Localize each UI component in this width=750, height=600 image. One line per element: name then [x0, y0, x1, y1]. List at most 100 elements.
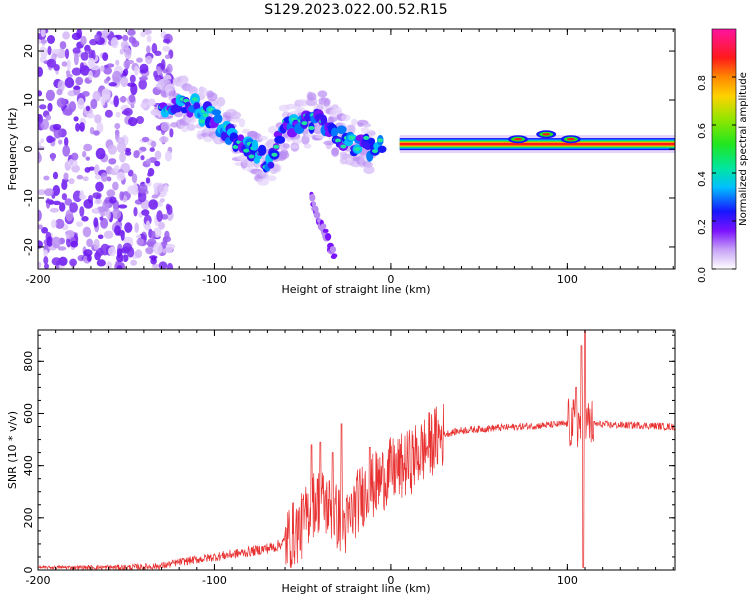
spectral-blob	[153, 242, 163, 255]
spectral-blob	[81, 216, 89, 222]
spectral-blob	[158, 221, 165, 230]
spectral-blob	[47, 102, 53, 112]
spectral-blob	[116, 265, 123, 269]
spectral-blob	[131, 173, 138, 183]
spectral-blob	[141, 209, 150, 216]
x-tick-label: -200	[26, 574, 51, 587]
ridge-blob	[273, 144, 280, 149]
spectral-blob	[56, 97, 67, 108]
ridge-blob	[251, 139, 259, 151]
band-bump	[514, 138, 522, 141]
spectral-blob	[62, 31, 70, 40]
spectral-blob	[108, 82, 117, 87]
spectral-blob	[93, 198, 103, 205]
ridge-blob	[267, 161, 275, 169]
ridge-blob	[237, 134, 245, 142]
spectral-blob	[88, 70, 93, 81]
spectral-blob	[137, 183, 148, 194]
spectral-blob	[73, 116, 79, 122]
spectral-blob	[303, 143, 312, 149]
x-tick-label: 100	[557, 273, 578, 286]
spectral-blob	[151, 256, 157, 262]
spectral-blob	[86, 113, 96, 119]
spectral-blob	[164, 150, 172, 162]
spectral-blob	[87, 254, 92, 262]
spectral-blob	[94, 34, 100, 42]
spectral-blob	[145, 158, 152, 165]
spectral-blob	[366, 131, 376, 136]
spectral-blob	[104, 230, 114, 239]
ridge-blob	[193, 102, 201, 110]
spectral-blob	[52, 171, 59, 180]
spectral-blob	[84, 44, 91, 53]
spectral-blob	[38, 141, 42, 147]
spectral-blob	[165, 243, 174, 254]
spectral-blob	[107, 246, 117, 257]
spectral-blob	[40, 39, 47, 44]
spectral-blob	[116, 141, 127, 153]
branch-blob	[322, 228, 329, 233]
spectral-blob	[140, 102, 148, 109]
spectral-blob	[96, 259, 106, 267]
ridge-blob	[349, 135, 356, 140]
spectral-blob	[86, 238, 93, 248]
spectral-blob	[131, 40, 140, 48]
spectral-blob	[151, 43, 158, 54]
spectral-blob	[38, 114, 44, 124]
spectral-blob	[65, 70, 71, 76]
spectral-blob	[62, 108, 73, 116]
spectral-blob	[38, 152, 42, 164]
spectral-blob	[161, 214, 169, 220]
spectral-blob	[121, 110, 130, 115]
colorbar-tick-label: 0.2	[697, 219, 708, 235]
spectral-blob	[133, 206, 138, 217]
spectral-blob	[97, 234, 104, 240]
spectral-blob	[100, 65, 105, 72]
spectral-blob	[266, 175, 277, 182]
spectral-blob	[95, 147, 106, 160]
spectral-blob	[83, 199, 94, 209]
spectral-blob	[207, 92, 218, 102]
y-tick-label: -20	[22, 238, 35, 256]
spectral-blob	[38, 66, 43, 77]
spectral-blob	[103, 67, 112, 75]
figure-title: S129.2023.022.00.52.R15	[264, 2, 447, 18]
spectral-blob	[93, 238, 100, 251]
y-tick-label: 10	[22, 93, 35, 107]
spectral-blob	[69, 258, 77, 267]
spectral-blob	[119, 152, 126, 163]
spectral-blob	[58, 139, 63, 145]
spectral-blob	[139, 63, 149, 74]
spectral-blob	[59, 41, 67, 50]
spectral-blob	[136, 57, 143, 63]
spectral-blob	[154, 150, 162, 160]
spectral-blob	[169, 128, 174, 138]
ridge-blob	[213, 113, 223, 124]
spectral-blob	[154, 160, 161, 167]
spectral-blob	[85, 156, 91, 161]
y-tick-label: 600	[22, 403, 35, 424]
ridge-blob	[330, 127, 338, 138]
x-tick-label: -100	[202, 574, 227, 587]
branch-blob	[309, 193, 316, 202]
spectral-blob	[164, 54, 171, 60]
y-tick-label: 800	[22, 351, 35, 372]
spectral-blob	[360, 127, 369, 133]
spectral-blob	[43, 256, 49, 265]
spectral-blob	[79, 190, 85, 200]
y-tick-label: 400	[22, 455, 35, 476]
spectral-blob	[162, 45, 171, 52]
spectral-blob	[112, 70, 122, 83]
spectral-blob	[145, 247, 154, 255]
spectrogram-y-axis-label: Frequency (Hz)	[6, 108, 19, 191]
ridge-blob	[181, 107, 188, 114]
ridge-blob	[274, 135, 286, 144]
y-tick-label: 20	[22, 44, 35, 58]
colorbar-ticks: 0.0 0.2 0.4 0.6 0.8	[697, 75, 736, 283]
snr-y-ticks: 0 200 400 600 800	[22, 334, 675, 574]
spectral-blob	[73, 53, 79, 66]
spectral-blob	[70, 240, 79, 248]
spectral-blob	[75, 221, 83, 228]
spectral-blob	[75, 76, 84, 86]
